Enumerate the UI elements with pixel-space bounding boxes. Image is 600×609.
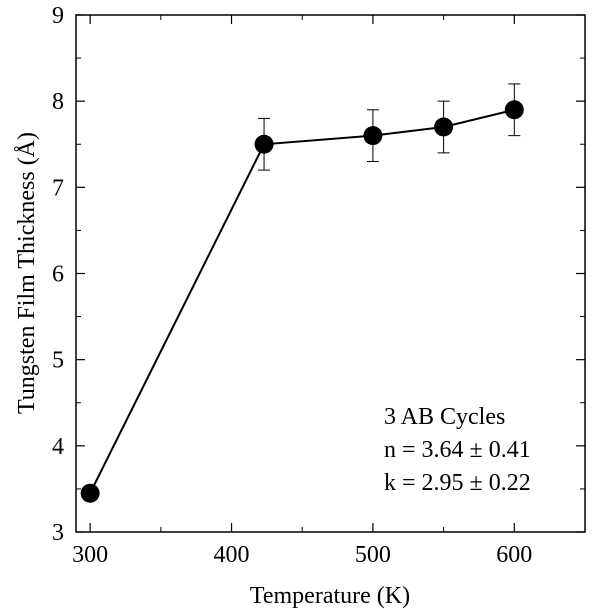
y-tick-label: 6 xyxy=(52,262,64,288)
data-point xyxy=(80,483,100,503)
y-tick-label: 4 xyxy=(52,434,64,460)
y-axis-title: Tungsten Film Thickness (Å) xyxy=(14,132,40,414)
y-tick-label: 7 xyxy=(52,175,64,201)
data-point xyxy=(363,126,383,146)
y-tick-label: 8 xyxy=(52,89,64,115)
x-tick-label: 400 xyxy=(214,542,250,568)
annotation-k: k = 2.95 ± 0.22 xyxy=(384,470,531,496)
x-tick-label: 300 xyxy=(72,542,108,568)
tick-labels-group: 300 400 500 600 3 4 5 6 7 8 9 xyxy=(52,3,532,568)
error-bars-group xyxy=(258,83,521,171)
data-points-group xyxy=(80,100,524,503)
data-point xyxy=(254,134,274,154)
x-tick-label: 500 xyxy=(355,542,391,568)
data-point xyxy=(504,100,524,120)
ticks-group xyxy=(76,14,585,533)
y-tick-label: 5 xyxy=(52,348,64,374)
annotation-cycles: 3 AB Cycles xyxy=(384,404,505,430)
x-tick-label: 600 xyxy=(496,542,532,568)
series-line-group xyxy=(89,108,515,494)
x-axis-title: Temperature (K) xyxy=(250,583,410,609)
y-tick-label: 9 xyxy=(52,3,64,29)
data-point xyxy=(434,117,454,137)
annotation-n: n = 3.64 ± 0.41 xyxy=(384,437,531,463)
series-line xyxy=(89,108,515,494)
y-tick-label: 3 xyxy=(52,520,64,546)
